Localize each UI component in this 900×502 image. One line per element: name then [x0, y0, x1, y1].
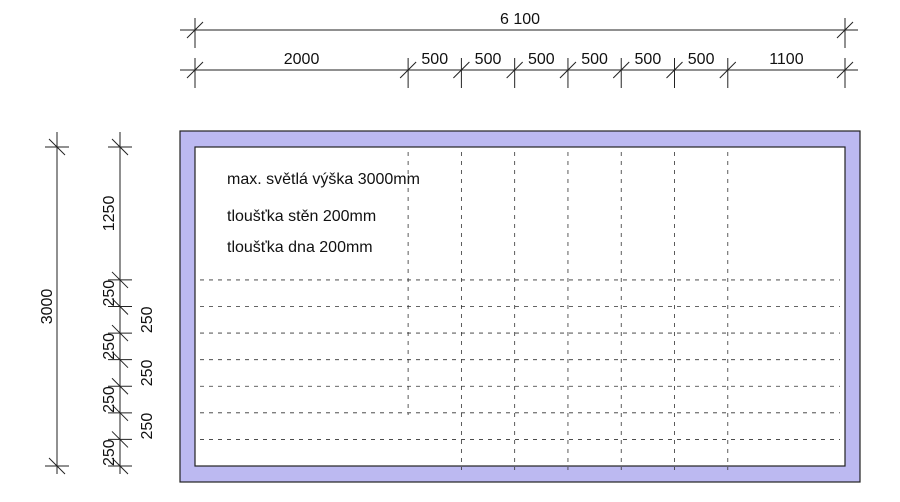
dim-label: 1250 — [101, 196, 118, 232]
dim-label: 500 — [421, 51, 448, 68]
note: tloušťka stěn 200mm — [227, 208, 376, 225]
note: tloušťka dna 200mm — [227, 239, 373, 256]
dim-label: 250 — [139, 413, 156, 440]
dim-label: 500 — [581, 51, 608, 68]
dim-label: 1100 — [769, 51, 804, 68]
dim-label: 500 — [475, 51, 502, 68]
dim-label: 500 — [688, 51, 715, 68]
dim-label: 250 — [139, 306, 156, 333]
tank-interior — [194, 146, 846, 467]
dim-label: 500 — [528, 51, 555, 68]
dim-label: 250 — [139, 360, 156, 387]
dim-label: 6 100 — [500, 11, 540, 28]
dim-label: 3000 — [39, 289, 56, 325]
note: max. světlá výška 3000mm — [227, 171, 420, 188]
dim-label: 2000 — [284, 51, 320, 68]
dim-label: 500 — [635, 51, 662, 68]
